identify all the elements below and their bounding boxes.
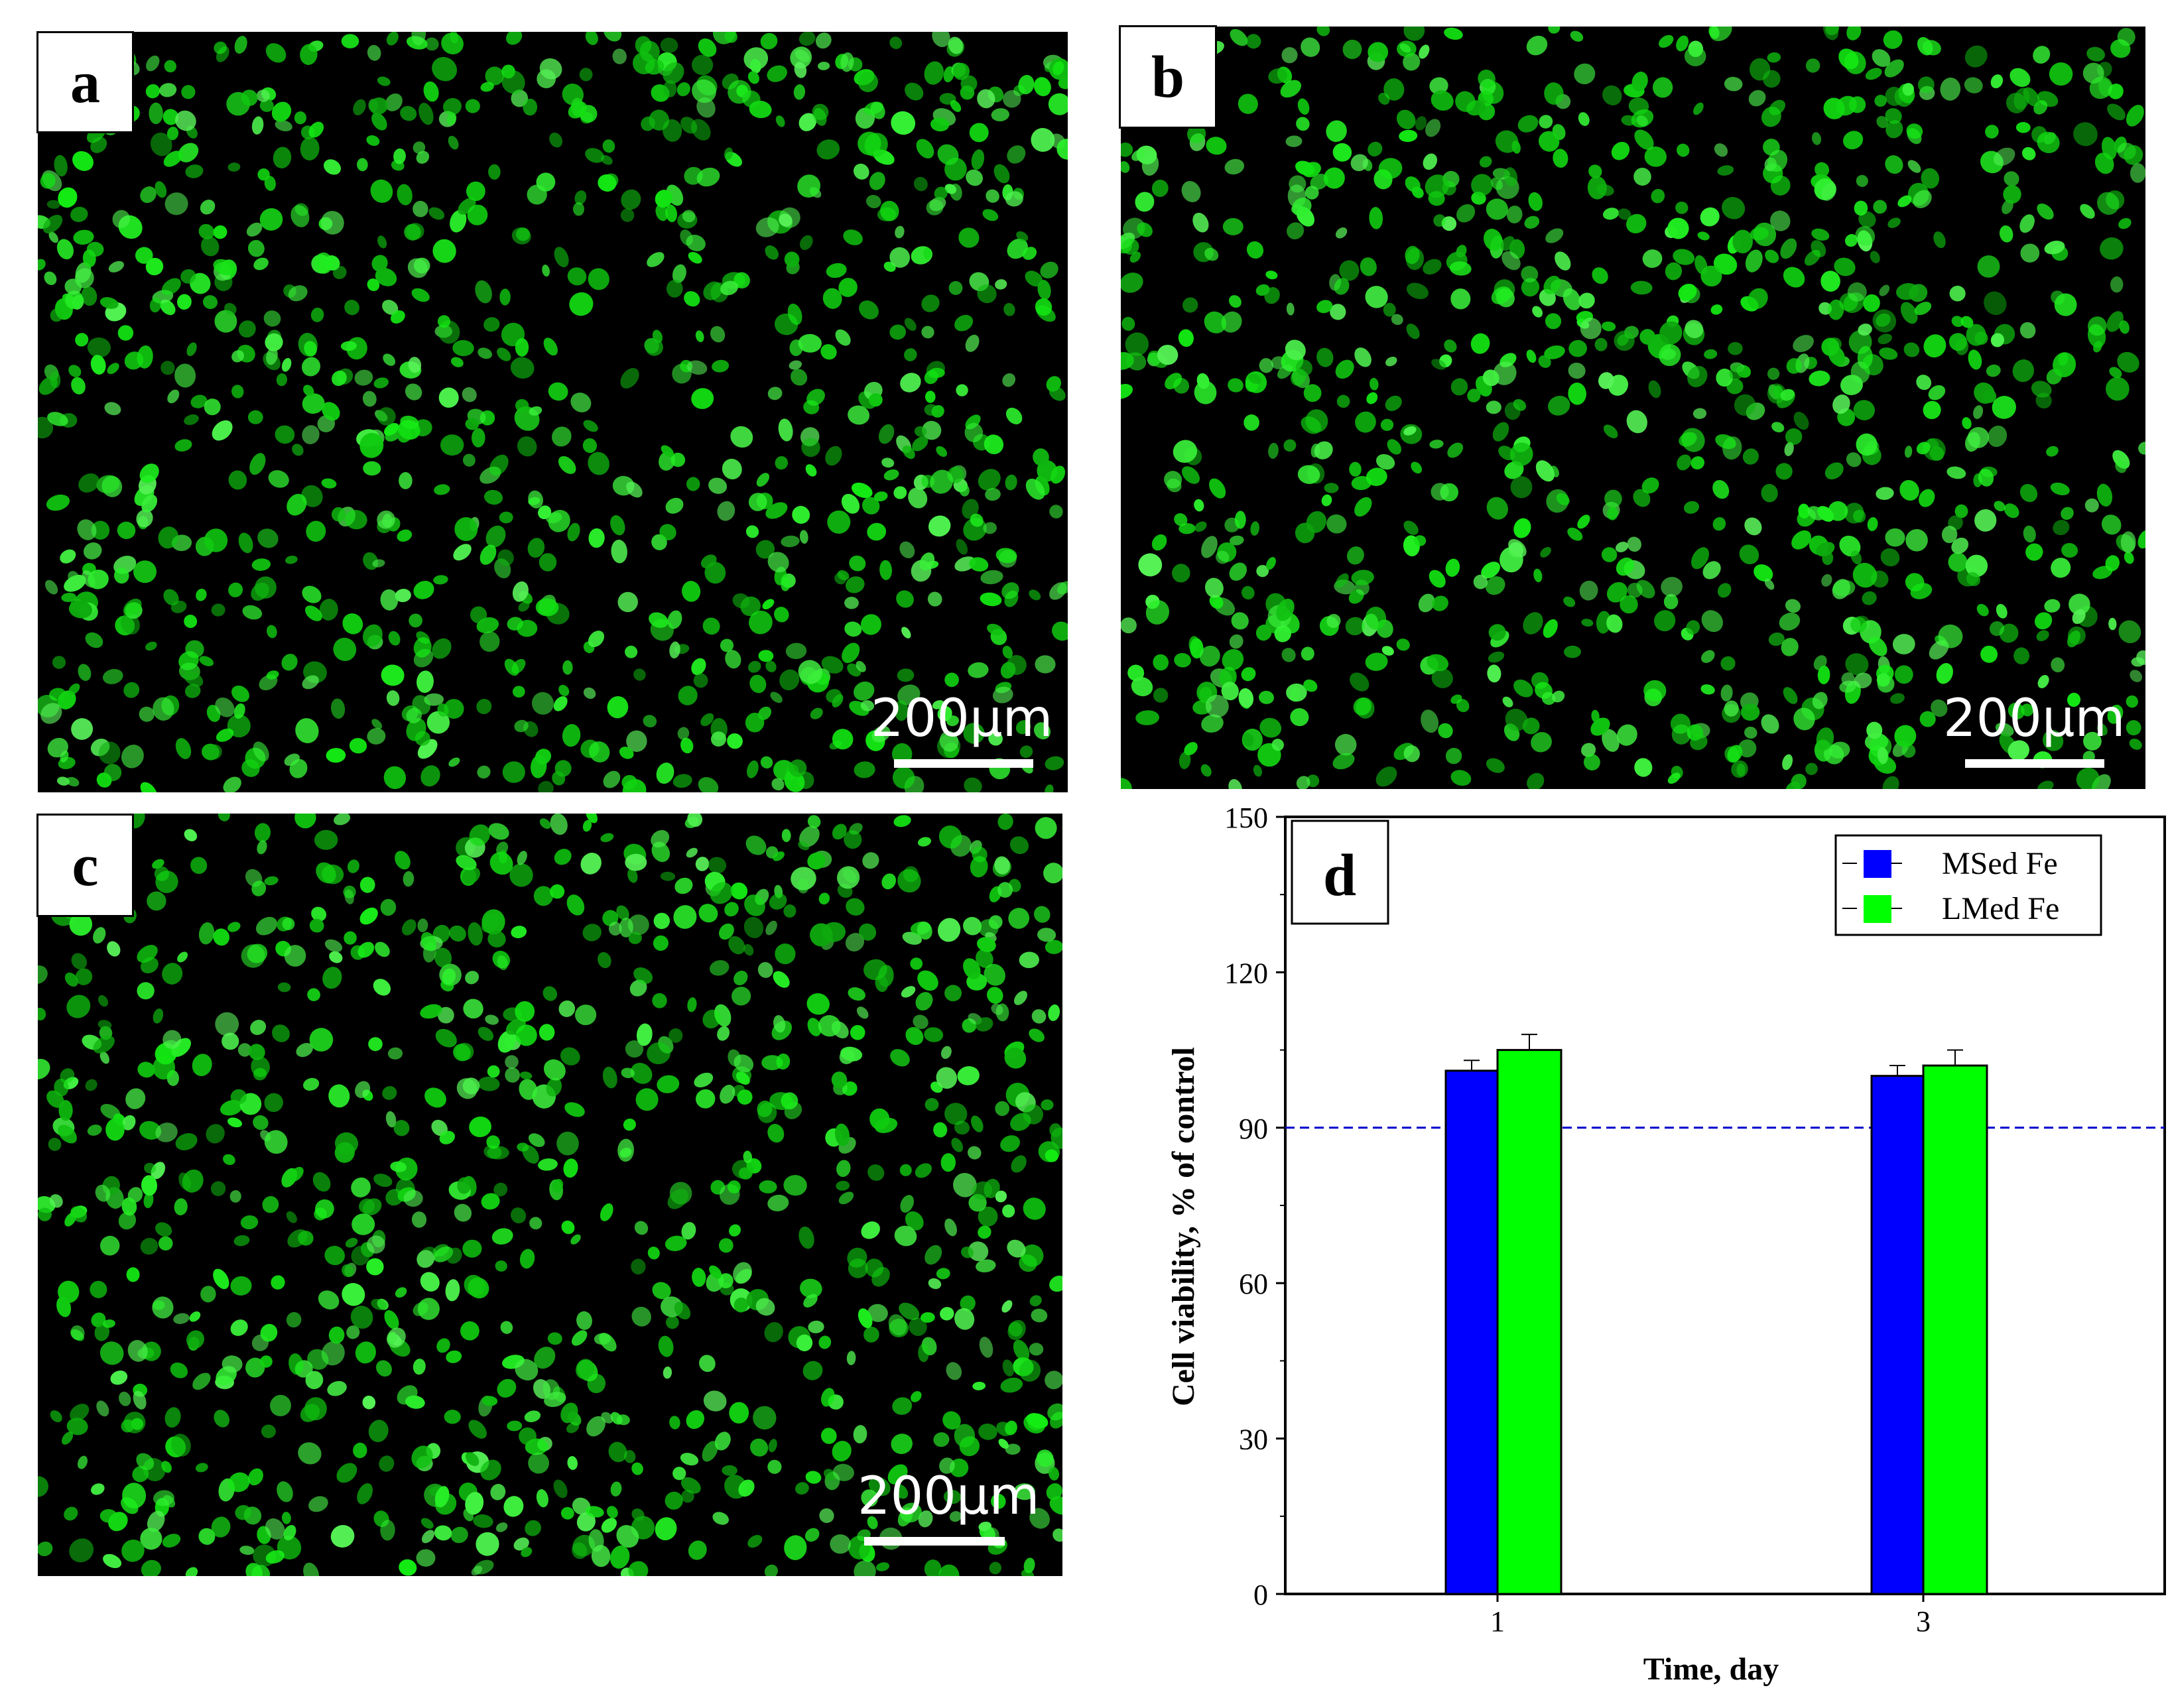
y-tick-label: 150 <box>1224 802 1268 834</box>
y-tick-label: 30 <box>1239 1424 1268 1456</box>
cell-field-b <box>1121 27 2145 789</box>
panel-label-b: b <box>1119 25 1217 129</box>
scale-bar-a <box>894 759 1033 768</box>
legend-swatch-lmed <box>1864 895 1891 923</box>
x-axis-label: Time, day <box>1643 1652 1779 1687</box>
chart-panel-d: 0 30 60 90 120 150 1 3 MSed Fe LMed Fe d Time, d… <box>1121 769 2168 1705</box>
scale-bar-label-b: 200μm <box>1943 689 2126 749</box>
micrograph-a <box>38 32 1068 792</box>
y-tick-label: 60 <box>1239 1268 1268 1300</box>
cell-cluster <box>38 814 1062 1576</box>
panel-label-d-box <box>1291 820 1389 925</box>
y-tick-label: 120 <box>1224 957 1268 989</box>
panel-label-d: d <box>1323 843 1356 908</box>
legend-label-msed: MSed Fe <box>1942 846 2058 881</box>
cell-viability-chart: 0 30 60 90 120 150 1 3 MSed Fe LMed Fe d Time, d… <box>1166 802 2166 1687</box>
cell-cluster <box>1121 27 2145 789</box>
cell-field-c <box>38 814 1062 1576</box>
scale-bar-c <box>864 1537 1005 1546</box>
y-tick-label: 0 <box>1253 1579 1268 1611</box>
panel-label-a: a <box>36 31 134 133</box>
scale-bar-label-a: 200μm <box>871 689 1053 749</box>
bar-lmed-day-1 <box>1496 1049 1562 1595</box>
y-axis-label: Cell viability, % of control <box>1166 1047 1201 1406</box>
cell-field-a <box>38 32 1068 792</box>
legend-swatch-msed <box>1864 850 1891 878</box>
x-tick-label: 1 <box>1490 1605 1505 1638</box>
scale-bar-label-c: 200μm <box>858 1467 1040 1526</box>
micrograph-c <box>38 814 1062 1576</box>
micrograph-b <box>1121 27 2145 789</box>
bar-lmed-day-3 <box>1922 1064 1988 1595</box>
panel-label-c: c <box>36 814 134 917</box>
bar-msed-day-3 <box>1870 1075 1925 1595</box>
bar-msed-day-1 <box>1444 1069 1499 1595</box>
legend-label-lmed: LMed Fe <box>1942 891 2059 926</box>
y-tick-label: 90 <box>1239 1113 1268 1145</box>
cell-cluster <box>38 32 1068 792</box>
scale-bar-b <box>1965 759 2104 768</box>
x-tick-label: 3 <box>1916 1605 1931 1638</box>
